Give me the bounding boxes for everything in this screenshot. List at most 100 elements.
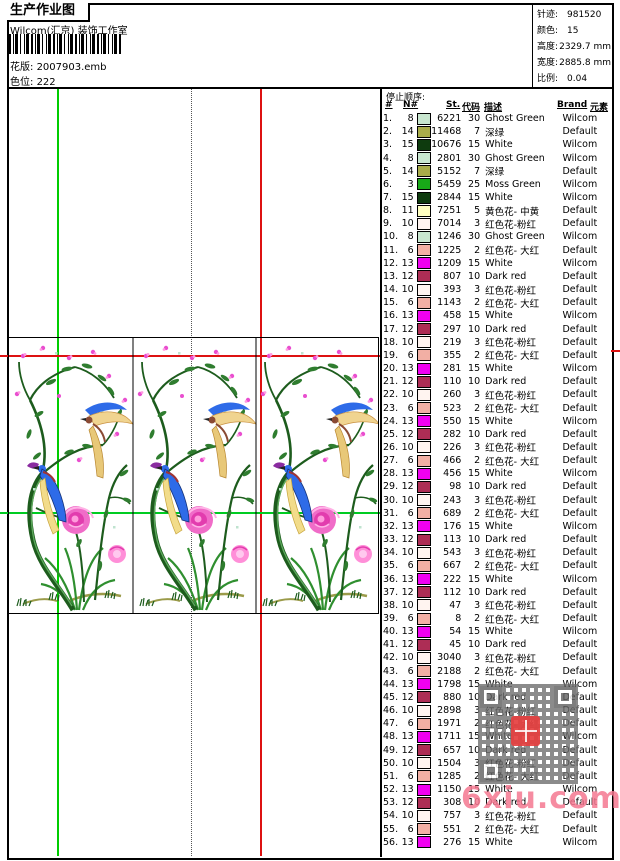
table-cell: 3 bbox=[474, 494, 481, 506]
thread-color-swatch bbox=[414, 402, 431, 415]
table-row: 33. 12 113 10 Dark red Default bbox=[383, 533, 615, 546]
thread-color-swatch bbox=[414, 349, 431, 362]
guide-vline-red bbox=[260, 89, 262, 856]
table-row: 38. 10 47 3 红色花-粉红 Default bbox=[383, 599, 615, 612]
table-cell: Default bbox=[562, 165, 598, 177]
table-cell: 8 bbox=[407, 152, 414, 164]
table-cell: 2898 bbox=[437, 705, 462, 717]
table-cell: 10 bbox=[468, 744, 481, 756]
table-cell: 10 bbox=[468, 691, 481, 703]
table-cell: 6 bbox=[407, 718, 414, 730]
table-cell: 2 bbox=[474, 560, 481, 572]
table-row: 37. 12 112 10 Dark red Default bbox=[383, 586, 615, 599]
table-cell: 6 bbox=[407, 560, 414, 572]
thread-color-swatch bbox=[414, 612, 431, 625]
table-cell: 10 bbox=[401, 810, 414, 822]
thread-color-swatch bbox=[414, 283, 431, 296]
thread-color-swatch bbox=[414, 559, 431, 572]
table-cell: 456 bbox=[443, 468, 462, 480]
table-row: 17. 12 297 10 Dark red Default bbox=[383, 323, 615, 336]
thread-color-swatch bbox=[414, 415, 431, 428]
table-row: 7. 15 2844 15 White Wilcom bbox=[383, 191, 615, 204]
table-cell: 红色花- 大红 bbox=[485, 404, 540, 416]
table-cell: Dark red bbox=[485, 376, 527, 388]
table-cell: Default bbox=[562, 718, 598, 730]
table-cell: 29. bbox=[383, 481, 399, 493]
table-cell: 15 bbox=[468, 573, 481, 585]
table-row: 39. 6 8 2 红色花- 大红 Default bbox=[383, 612, 615, 626]
table-row: 1. 8 6221 30 Ghost Green Wilcom bbox=[383, 112, 615, 125]
table-cell: Default bbox=[562, 218, 598, 230]
table-cell: 47. bbox=[383, 718, 399, 730]
table-cell: 6221 bbox=[437, 113, 462, 125]
design-preview bbox=[8, 337, 379, 614]
col-stitches: St. bbox=[446, 100, 461, 110]
table-cell: 红色花- 大红 bbox=[485, 667, 540, 679]
thread-color-swatch bbox=[414, 336, 431, 349]
table-cell: 15 bbox=[468, 678, 481, 690]
col-code: 代码 bbox=[462, 103, 481, 113]
table-cell: 3 bbox=[474, 336, 481, 348]
table-cell: 13 bbox=[401, 520, 414, 532]
table-cell: 276 bbox=[443, 836, 462, 848]
table-cell: 2 bbox=[474, 665, 481, 677]
table-row: 36. 13 222 15 White Wilcom bbox=[383, 572, 615, 586]
table-cell: 红色花- 大红 bbox=[485, 351, 540, 363]
table-cell: 2801 bbox=[437, 152, 462, 164]
table-cell: 15 bbox=[468, 363, 481, 375]
table-cell: Default bbox=[562, 744, 598, 756]
thread-color-swatch bbox=[414, 494, 431, 507]
table-cell: Default bbox=[562, 389, 598, 401]
table-cell: White bbox=[485, 192, 513, 204]
table-cell: 46. bbox=[383, 705, 399, 717]
table-cell: 6 bbox=[407, 507, 414, 519]
table-row: 16. 13 458 15 White Wilcom bbox=[383, 309, 615, 322]
table-row: 26. 10 226 3 红色花-粉红 Default bbox=[383, 441, 615, 454]
qr-finder-icon bbox=[480, 686, 502, 708]
table-cell: 7014 bbox=[437, 218, 462, 230]
table-cell: Wilcom bbox=[562, 310, 598, 322]
table-cell: 55. bbox=[383, 823, 399, 835]
page-title: 生产作业图 bbox=[7, 3, 90, 22]
table-cell: 31. bbox=[383, 507, 399, 519]
table-cell: Dark red bbox=[485, 323, 527, 335]
table-cell: 15 bbox=[468, 468, 481, 480]
table-cell: Wilcom bbox=[562, 836, 598, 848]
col-index: # bbox=[385, 100, 393, 110]
thread-color-swatch bbox=[414, 730, 431, 743]
table-cell: 30 bbox=[468, 231, 481, 243]
table-cell: 40. bbox=[383, 626, 399, 638]
table-cell: 13 bbox=[401, 731, 414, 743]
guide-vline-dotted bbox=[191, 89, 192, 856]
table-row: 40. 13 54 15 White Wilcom bbox=[383, 625, 615, 638]
thread-color-swatch bbox=[414, 533, 431, 546]
thread-color-swatch bbox=[414, 270, 431, 283]
table-cell: 458 bbox=[443, 310, 462, 322]
table-cell: Ghost Green bbox=[485, 231, 545, 243]
table-cell: 5459 bbox=[437, 178, 462, 190]
table-cell: 30 bbox=[468, 113, 481, 125]
table-cell: Dark red bbox=[485, 481, 527, 493]
table-cell: 523 bbox=[443, 402, 462, 414]
table-cell: 红色花- 大红 bbox=[485, 614, 540, 626]
table-cell: 13 bbox=[401, 836, 414, 848]
table-cell: 10 bbox=[401, 218, 414, 230]
table-cell: 3 bbox=[474, 652, 481, 664]
table-row: 5. 14 5152 7 深绿 Default bbox=[383, 165, 615, 178]
table-cell: Default bbox=[562, 547, 598, 559]
table-cell: 6. bbox=[383, 178, 393, 190]
table-cell: 8 bbox=[455, 613, 462, 625]
table-cell: 24. bbox=[383, 415, 399, 427]
table-cell: 红色花-粉红 bbox=[485, 601, 537, 613]
table-cell: 2. bbox=[383, 126, 393, 138]
table-cell: 49. bbox=[383, 744, 399, 756]
table-cell: 6 bbox=[407, 244, 414, 256]
table-cell: White bbox=[485, 468, 513, 480]
table-cell: 466 bbox=[443, 455, 462, 467]
table-cell: 10 bbox=[401, 494, 414, 506]
table-cell: 3 bbox=[474, 810, 481, 822]
table-cell: Wilcom bbox=[562, 257, 598, 269]
col-description: 描述 bbox=[484, 103, 503, 113]
pattern-file: 花版: 2007903.emb bbox=[10, 58, 107, 73]
table-cell: 红色花- 大红 bbox=[485, 825, 540, 837]
